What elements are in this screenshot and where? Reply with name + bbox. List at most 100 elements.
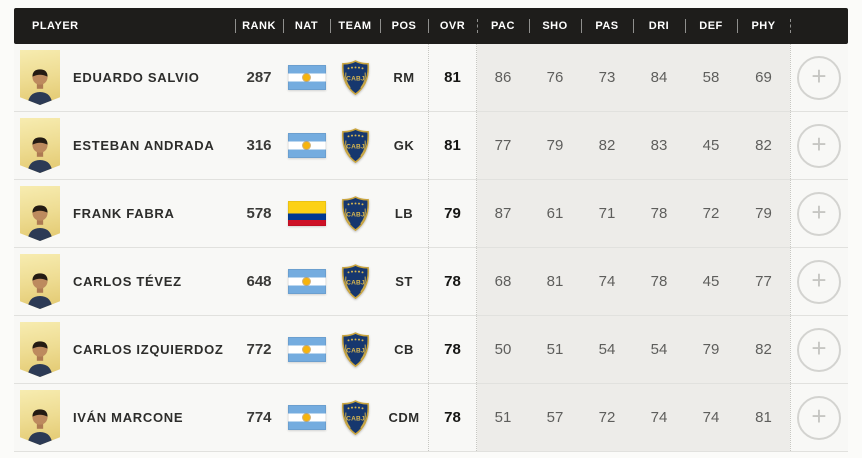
team-crest-icon xyxy=(341,196,370,231)
stat-def: 45 xyxy=(685,248,737,315)
stat-phy: 79 xyxy=(737,180,790,247)
stat-sho: 51 xyxy=(529,316,581,383)
stat-sho: 76 xyxy=(529,44,581,111)
plus-icon: + xyxy=(811,401,827,431)
stat-pas: 71 xyxy=(581,180,633,247)
nationality-flag xyxy=(287,337,326,362)
stat-phy: 81 xyxy=(737,384,790,451)
player-card-avatar[interactable] xyxy=(20,118,60,173)
add-player-button[interactable]: + xyxy=(797,395,841,440)
team-crest-icon xyxy=(341,264,370,299)
player-card-avatar[interactable] xyxy=(20,50,60,105)
player-photo-icon xyxy=(22,264,58,309)
player-name[interactable]: CARLOS IZQUIERDOZ xyxy=(73,342,224,357)
column-header-phy[interactable]: PHY xyxy=(737,8,790,44)
stat-phy: 82 xyxy=(737,112,790,179)
player-photo-icon xyxy=(22,128,58,173)
stat-pac: 68 xyxy=(477,248,529,315)
stat-dri: 74 xyxy=(633,384,685,451)
player-name[interactable]: EDUARDO SALVIO xyxy=(73,70,200,85)
player-photo-icon xyxy=(22,400,58,445)
player-row: EDUARDO SALVIO 287 RM 81 86 76 73 84 58 … xyxy=(14,44,848,112)
team-cell xyxy=(330,384,380,451)
column-header-actions xyxy=(790,8,847,44)
player-name[interactable]: IVÁN MARCONE xyxy=(73,410,184,425)
column-header-pac[interactable]: PAC xyxy=(477,8,529,44)
add-player-button[interactable]: + xyxy=(797,327,841,372)
plus-icon: + xyxy=(811,333,827,363)
add-player-button[interactable]: + xyxy=(797,259,841,304)
player-rank: 316 xyxy=(246,137,272,154)
actions-cell: + xyxy=(790,180,847,247)
player-card-avatar[interactable] xyxy=(20,186,60,241)
nationality-flag xyxy=(287,133,326,158)
plus-icon: + xyxy=(811,265,827,295)
stat-phy: 69 xyxy=(737,44,790,111)
stat-sho: 81 xyxy=(529,248,581,315)
player-position: ST xyxy=(395,274,413,289)
actions-cell: + xyxy=(790,248,847,315)
stat-pac: 87 xyxy=(477,180,529,247)
nationality-cell xyxy=(283,316,330,383)
nationality-flag xyxy=(287,201,326,226)
column-header-player[interactable]: PLAYER xyxy=(32,20,79,32)
column-header-team[interactable]: TEAM xyxy=(330,8,380,44)
player-cell: CARLOS IZQUIERDOZ xyxy=(14,316,235,383)
player-card-avatar[interactable] xyxy=(20,390,60,445)
stat-pas: 73 xyxy=(581,44,633,111)
nationality-cell xyxy=(283,384,330,451)
player-card-avatar[interactable] xyxy=(20,322,60,377)
add-player-button[interactable]: + xyxy=(797,55,841,100)
player-rank: 774 xyxy=(246,409,272,426)
actions-cell: + xyxy=(790,112,847,179)
player-overall: 78 xyxy=(428,248,477,315)
stat-def: 79 xyxy=(685,316,737,383)
stat-dri: 78 xyxy=(633,248,685,315)
plus-icon: + xyxy=(811,61,827,91)
player-cell: ESTEBAN ANDRADA xyxy=(14,112,235,179)
player-overall: 78 xyxy=(428,316,477,383)
team-crest-icon xyxy=(341,128,370,163)
nationality-cell xyxy=(283,44,330,111)
stat-dri: 83 xyxy=(633,112,685,179)
team-crest-icon xyxy=(341,332,370,367)
actions-cell: + xyxy=(790,316,847,383)
add-player-button[interactable]: + xyxy=(797,123,841,168)
stat-pas: 54 xyxy=(581,316,633,383)
column-header-sho[interactable]: SHO xyxy=(529,8,581,44)
player-name[interactable]: CARLOS TÉVEZ xyxy=(73,274,182,289)
team-crest-icon xyxy=(341,400,370,435)
player-position: GK xyxy=(393,138,415,153)
column-header-ovr[interactable]: OVR xyxy=(428,8,477,44)
player-name[interactable]: ESTEBAN ANDRADA xyxy=(73,138,215,153)
player-row: FRANK FABRA 578 LB 79 87 61 71 78 72 79 … xyxy=(14,180,848,248)
player-rank: 648 xyxy=(246,273,272,290)
player-position: RM xyxy=(393,70,415,85)
stat-def: 58 xyxy=(685,44,737,111)
nationality-cell xyxy=(283,248,330,315)
player-overall: 79 xyxy=(428,180,477,247)
add-player-button[interactable]: + xyxy=(797,191,841,236)
table-header: PLAYER RANK NAT TEAM POS OVR PAC SHO PAS… xyxy=(14,8,848,44)
column-header-def[interactable]: DEF xyxy=(685,8,737,44)
column-header-dri[interactable]: DRI xyxy=(633,8,685,44)
player-rank: 578 xyxy=(246,205,272,222)
stat-pas: 72 xyxy=(581,384,633,451)
stat-def: 74 xyxy=(685,384,737,451)
nationality-cell xyxy=(283,112,330,179)
nationality-flag xyxy=(287,405,326,430)
player-card-avatar[interactable] xyxy=(20,254,60,309)
stat-phy: 77 xyxy=(737,248,790,315)
player-rank: 772 xyxy=(246,341,272,358)
column-header-rank[interactable]: RANK xyxy=(235,8,283,44)
column-header-pas[interactable]: PAS xyxy=(581,8,633,44)
player-row: IVÁN MARCONE 774 CDM 78 51 57 72 74 74 8… xyxy=(14,384,848,452)
player-name[interactable]: FRANK FABRA xyxy=(73,206,175,221)
column-header-pos[interactable]: POS xyxy=(380,8,428,44)
stat-dri: 54 xyxy=(633,316,685,383)
player-overall: 78 xyxy=(428,384,477,451)
column-header-nat[interactable]: NAT xyxy=(283,8,330,44)
stat-def: 45 xyxy=(685,112,737,179)
stat-pac: 51 xyxy=(477,384,529,451)
player-overall: 81 xyxy=(428,44,477,111)
